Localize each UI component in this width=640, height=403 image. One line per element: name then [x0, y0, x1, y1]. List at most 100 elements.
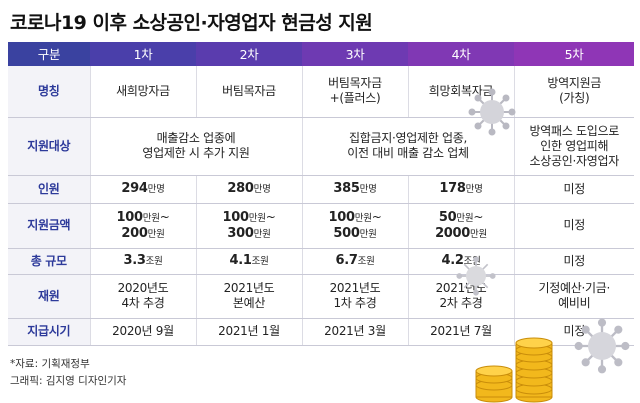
time-c3: 2021년 3월 — [302, 318, 409, 346]
virus-icon — [456, 256, 496, 296]
people-c1: 294만명 — [90, 175, 197, 204]
fund-c1: 2020년도 4차 추경 — [90, 274, 197, 319]
time-c1: 2020년 9월 — [90, 318, 197, 346]
amount-c3: 100만원~ 500만원 — [302, 203, 409, 249]
amount-c2: 100만원~ 300만원 — [196, 203, 303, 249]
people-c3: 385만명 — [302, 175, 409, 204]
target-c12: 매출감소 업종에 영업제한 시 추가 지원 — [90, 117, 303, 176]
row-label-time: 지급시기 — [8, 318, 91, 346]
amount-c1: 100만원~ 200만원 — [90, 203, 197, 249]
target-c34: 집합금지·영업제한 업종, 이전 대비 매출 감소 업체 — [302, 117, 515, 176]
row-label-people: 인원 — [8, 175, 91, 204]
coin-stack-icon — [475, 337, 553, 403]
amount-unit: 만원 — [253, 228, 271, 240]
people-unit: 만명 — [359, 184, 377, 195]
support-table: 구분 1차 2차 3차 4차 5차 명칭 새희망자금 버팀목자금 버팀목자금 +(… — [8, 42, 634, 346]
fund-c4-line2: 2차 추경 — [439, 296, 483, 310]
header-col-5: 5차 — [514, 42, 634, 66]
amount-c4: 50만원~ 2000만원 — [408, 203, 515, 249]
page-title: 코로나19 이후 소상공인·자영업자 현금성 지원 — [10, 12, 373, 34]
people-unit: 만명 — [253, 184, 271, 195]
amount-c2-min: 100 — [222, 209, 250, 225]
target-c12-line1: 매출감소 업종에 — [156, 131, 236, 145]
total-c4: 4.2조원 — [408, 248, 515, 275]
header-col-3: 3차 — [302, 42, 408, 66]
fund-c2: 2021년도 본예산 — [196, 274, 303, 319]
people-c2: 280만명 — [196, 175, 303, 204]
name-c2: 버팀목자금 — [196, 66, 303, 118]
fund-c2-line1: 2021년도 — [223, 281, 275, 295]
amount-unit: 만원 — [147, 228, 165, 240]
header-col-2: 2차 — [196, 42, 302, 66]
name-c3-line2: +(플러스) — [329, 91, 381, 106]
total-c2: 4.1조원 — [196, 248, 303, 275]
row-total: 총 규모 3.3조원 4.1조원 6.7조원 4.2조원 미정 — [8, 248, 634, 275]
people-c2-value: 280 — [227, 181, 254, 196]
name-c5: 방역지원금 (가칭) — [514, 66, 634, 118]
target-c34-line1: 집합금지·영업제한 업종, — [349, 131, 467, 145]
fund-c5-line2: 예비비 — [558, 296, 591, 310]
row-label-total: 총 규모 — [8, 248, 91, 275]
name-c3-line1: 버팀목자금 — [328, 76, 382, 91]
row-name: 명칭 새희망자금 버팀목자금 버팀목자금 +(플러스) 희망회복자금 방역지원금(… — [8, 66, 634, 118]
header-row: 구분 1차 2차 3차 4차 5차 — [8, 42, 634, 66]
target-c12-line2: 영업제한 시 추가 지원 — [142, 146, 250, 160]
graphic-credit: 그래픽: 김지영 디자인기자 — [10, 375, 127, 387]
row-amount: 지원금액 100만원~ 200만원 100만원~ 300만원 100만원~ 500만원… — [8, 203, 634, 249]
amount-unit: 만원 — [354, 212, 372, 224]
people-c5: 미정 — [514, 175, 634, 204]
fund-c5: 기정예산·기금· 예비비 — [514, 274, 634, 319]
source-note: *자료: 기획재정부 — [10, 358, 90, 370]
people-c4-value: 178 — [439, 181, 466, 196]
total-unit: 조원 — [145, 256, 163, 267]
people-unit: 만명 — [147, 184, 165, 195]
total-c5: 미정 — [514, 248, 634, 275]
fund-c1-line1: 2020년도 — [117, 281, 169, 295]
time-c2: 2021년 1월 — [196, 318, 303, 346]
people-unit: 만명 — [465, 184, 483, 195]
amount-unit: 만원 — [359, 228, 377, 240]
target-c5-line1: 방역패스 도입으로 — [529, 123, 620, 138]
amount-unit: 만원 — [470, 228, 487, 240]
virus-icon — [574, 318, 630, 374]
name-c5-line1: 방역지원금 — [547, 76, 602, 91]
header-col-1: 1차 — [90, 42, 196, 66]
target-c5-line2: 인한 영업피해 — [540, 138, 609, 153]
amount-unit: 만원 — [456, 212, 474, 224]
header-col-4: 4차 — [408, 42, 514, 66]
row-time: 지급시기 2020년 9월 2021년 1월 2021년 3월 2021년 7월… — [8, 318, 634, 346]
total-unit: 조원 — [357, 256, 375, 267]
amount-c1-max: 200 — [121, 225, 148, 241]
row-label-amount: 지원금액 — [8, 203, 91, 249]
fund-c3-line1: 2021년도 — [329, 281, 381, 295]
amount-c4-min: 50 — [438, 209, 457, 225]
people-c3-value: 385 — [333, 181, 360, 196]
row-people: 인원 294만명 280만명 385만명 178만명 미정 — [8, 175, 634, 204]
target-c34-line2: 이전 대비 매출 감소 업체 — [347, 146, 469, 160]
fund-c2-line2: 본예산 — [232, 296, 266, 310]
fund-c1-line2: 4차 추경 — [121, 296, 165, 310]
people-c1-value: 294 — [121, 181, 148, 196]
amount-unit: 만원 — [142, 212, 160, 224]
amount-unit: 만원 — [248, 212, 266, 224]
name-c5-line2: (가칭) — [559, 91, 590, 106]
fund-c3-line2: 1차 추경 — [333, 296, 377, 310]
amount-c3-max: 500 — [333, 225, 360, 241]
people-c4: 178만명 — [408, 175, 515, 204]
row-target: 지원대상 매출감소 업종에 영업제한 시 추가 지원 집합금지·영업제한 업종, 이… — [8, 117, 634, 176]
total-c1: 3.3조원 — [90, 248, 197, 275]
amount-c3-min: 100 — [328, 209, 356, 225]
target-c5-line3: 소상공인·자영업자 — [529, 153, 620, 168]
amount-c2-max: 300 — [227, 225, 254, 241]
name-c1: 새희망자금 — [90, 66, 197, 118]
header-label: 구분 — [8, 42, 90, 66]
total-c3-value: 6.7 — [335, 253, 358, 268]
amount-c5: 미정 — [514, 203, 634, 249]
row-label-target: 지원대상 — [8, 117, 91, 176]
virus-icon — [468, 88, 516, 136]
target-c5: 방역패스 도입으로 인한 영업피해 소상공인·자영업자 — [514, 117, 634, 176]
total-c3: 6.7조원 — [302, 248, 409, 275]
time-c4: 2021년 7월 — [408, 318, 515, 346]
total-c1-value: 3.3 — [123, 253, 146, 268]
row-fund: 재원 2020년도 4차 추경 2021년도 본예산 2021년도 1차 추경 202… — [8, 274, 634, 319]
